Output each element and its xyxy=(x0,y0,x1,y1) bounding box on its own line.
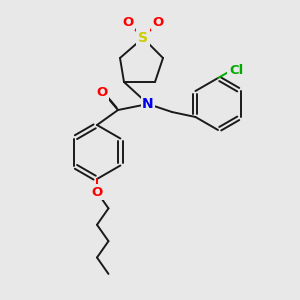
Text: O: O xyxy=(92,185,103,199)
Text: O: O xyxy=(96,86,108,100)
Text: N: N xyxy=(142,97,154,111)
Text: O: O xyxy=(122,16,134,28)
Text: Cl: Cl xyxy=(229,64,243,76)
Text: O: O xyxy=(152,16,164,28)
Text: S: S xyxy=(138,31,148,45)
